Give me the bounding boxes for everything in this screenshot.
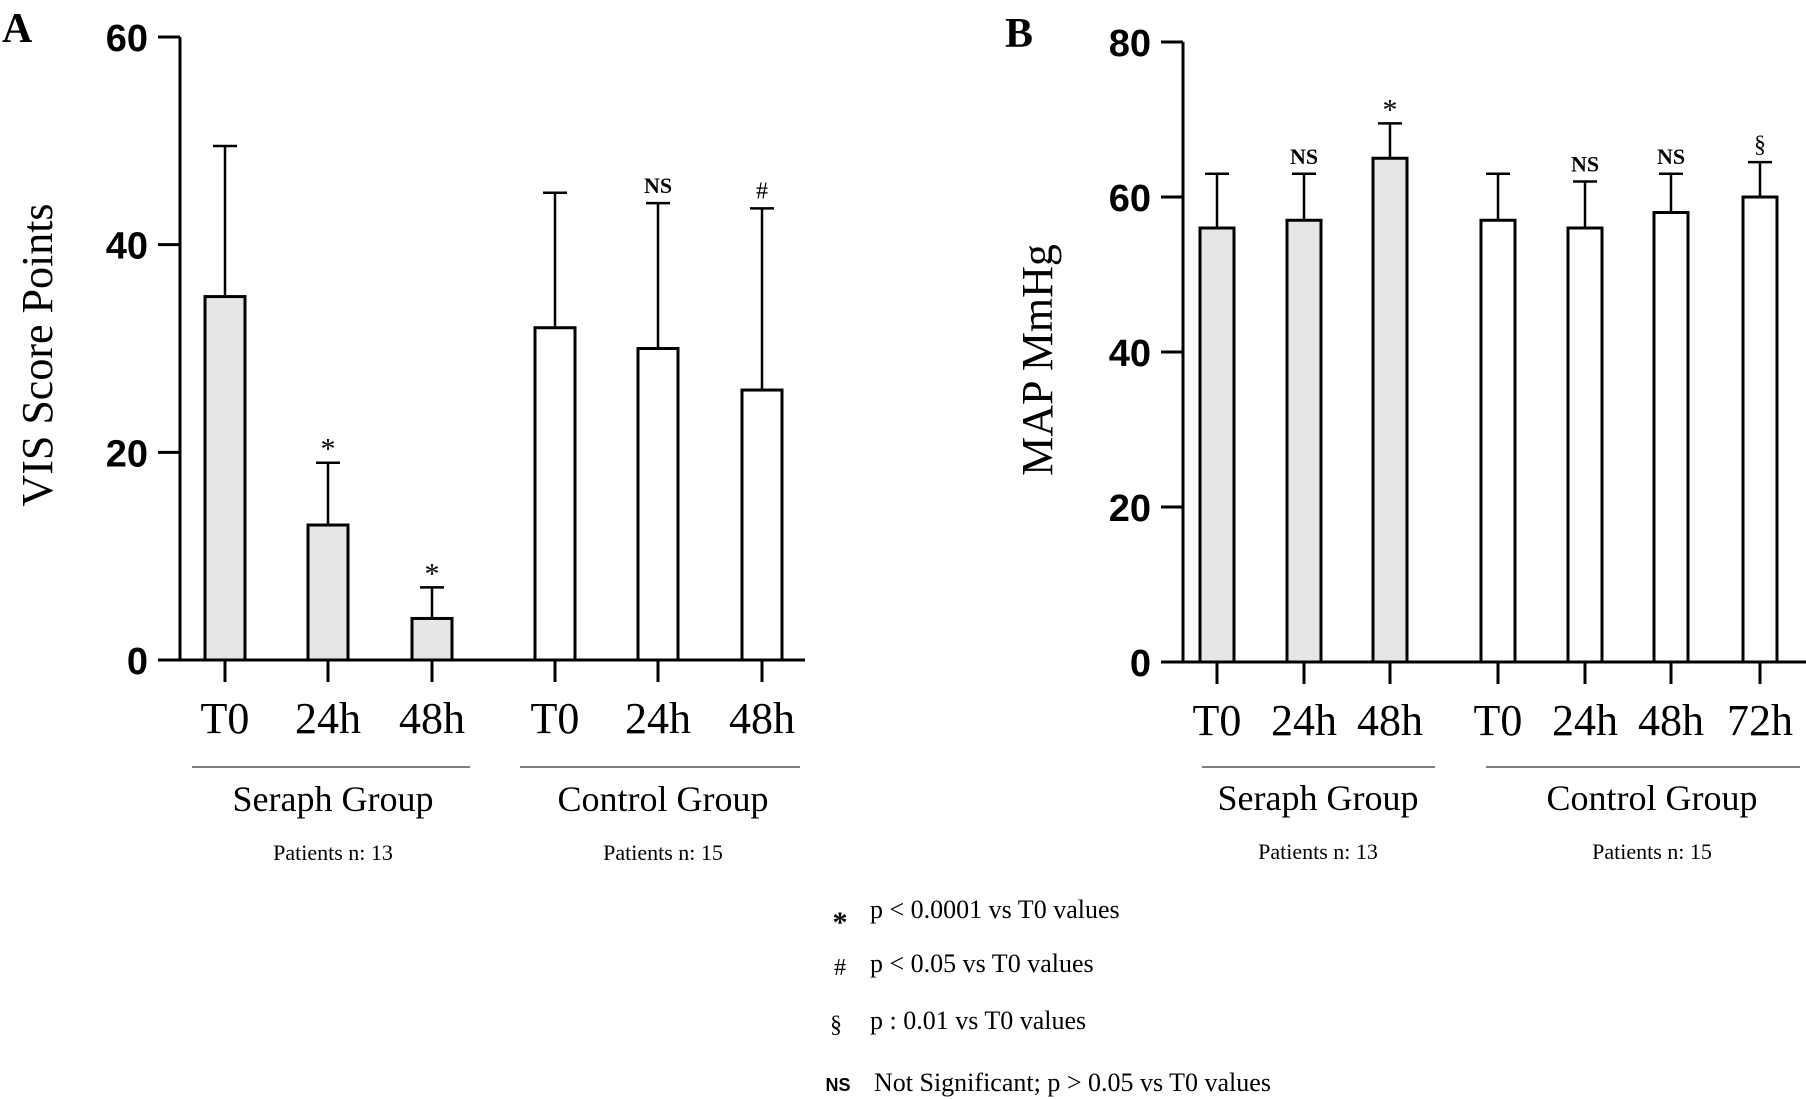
significance-label: * <box>425 557 440 590</box>
significance-label: NS <box>1290 144 1318 169</box>
bar <box>740 388 784 662</box>
x-tick-label: T0 <box>531 694 580 743</box>
x-tick-label: 24h <box>1552 696 1618 745</box>
bar <box>203 295 247 662</box>
y-tick-label: 0 <box>1130 643 1151 685</box>
group-patients: Patients n: 15 <box>1592 839 1712 864</box>
bar <box>1566 226 1604 664</box>
bar <box>306 523 350 662</box>
bar <box>1741 195 1779 664</box>
group-name: Control Group <box>558 779 769 819</box>
x-tick-label: T0 <box>1193 696 1242 745</box>
significance-label: NS <box>1657 144 1685 169</box>
legend-symbol: # <box>834 955 846 981</box>
x-tick-label: 24h <box>1271 696 1337 745</box>
bar <box>1371 156 1409 664</box>
panel-b: 0 20 40 60 80 MAP MmHg T0 24h NS 48h * T0 24h NS 48h NS… <box>1013 23 1806 864</box>
bar <box>636 347 680 662</box>
x-tick-label: 48h <box>1638 696 1704 745</box>
bar <box>1479 218 1517 664</box>
significance-label: * <box>1383 93 1398 126</box>
y-tick-label: 60 <box>1109 178 1151 220</box>
y-tick-label: 40 <box>1109 333 1151 375</box>
x-tick-label: 24h <box>295 694 361 743</box>
legend-text: p < 0.0001 vs T0 values <box>870 895 1120 924</box>
group-patients: Patients n: 15 <box>603 840 723 865</box>
bar <box>1198 226 1236 664</box>
x-tick-label: 24h <box>625 694 691 743</box>
bar <box>410 616 454 662</box>
significance-label: # <box>756 178 768 204</box>
legend-symbol: * <box>833 906 848 939</box>
y-tick-label: 0 <box>127 641 148 683</box>
group-name: Control Group <box>1547 778 1758 818</box>
significance-label: NS <box>644 173 672 198</box>
y-tick-label: 20 <box>1109 488 1151 530</box>
group-name: Seraph Group <box>233 779 434 819</box>
y-tick-label: 40 <box>106 226 148 268</box>
y-tick-label: 80 <box>1109 23 1151 65</box>
legend-symbol: § <box>830 1012 842 1038</box>
significance-label: NS <box>1571 152 1599 177</box>
x-tick-label: 48h <box>1357 696 1423 745</box>
legend-symbol: NS <box>825 1075 850 1095</box>
x-tick-label: 72h <box>1727 696 1793 745</box>
x-tick-label: 48h <box>399 694 465 743</box>
legend-text: p : 0.01 vs T0 values <box>870 1006 1086 1035</box>
panel-a: 0 20 40 60 VIS Score Points T0 24h * 48h * T0 24h NS… <box>13 18 805 865</box>
significance-legend: * p < 0.0001 vs T0 values # p < 0.05 vs … <box>825 895 1270 1097</box>
y-axis-label: MAP MmHg <box>1013 244 1062 476</box>
legend-text: p < 0.05 vs T0 values <box>870 949 1094 978</box>
group-patients: Patients n: 13 <box>273 840 393 865</box>
bar <box>533 326 577 662</box>
group-patients: Patients n: 13 <box>1258 839 1378 864</box>
legend-text: Not Significant; p > 0.05 vs T0 values <box>874 1068 1271 1097</box>
y-axis-label: VIS Score Points <box>13 203 62 506</box>
y-tick-label: 60 <box>106 18 148 60</box>
y-tick-label: 20 <box>106 433 148 475</box>
significance-label: § <box>1754 132 1766 158</box>
bar <box>1652 211 1690 664</box>
x-tick-label: T0 <box>201 694 250 743</box>
x-tick-label: T0 <box>1474 696 1523 745</box>
group-name: Seraph Group <box>1218 778 1419 818</box>
panel-a-letter: A <box>2 6 33 52</box>
x-tick-label: 48h <box>729 694 795 743</box>
panel-b-letter: B <box>1005 11 1033 57</box>
significance-label: * <box>321 433 336 466</box>
bar <box>1285 218 1323 664</box>
